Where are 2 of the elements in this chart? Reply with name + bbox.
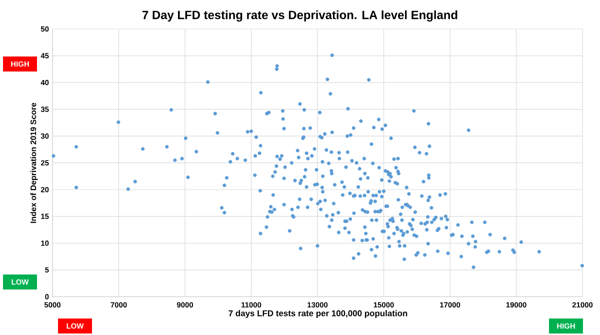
chart-title: 7 Day LFD testing rate vs Deprivation. LA level England [142, 10, 458, 22]
x-axis-title: 7 days LFD tests rate per 100,000 population [228, 310, 408, 318]
